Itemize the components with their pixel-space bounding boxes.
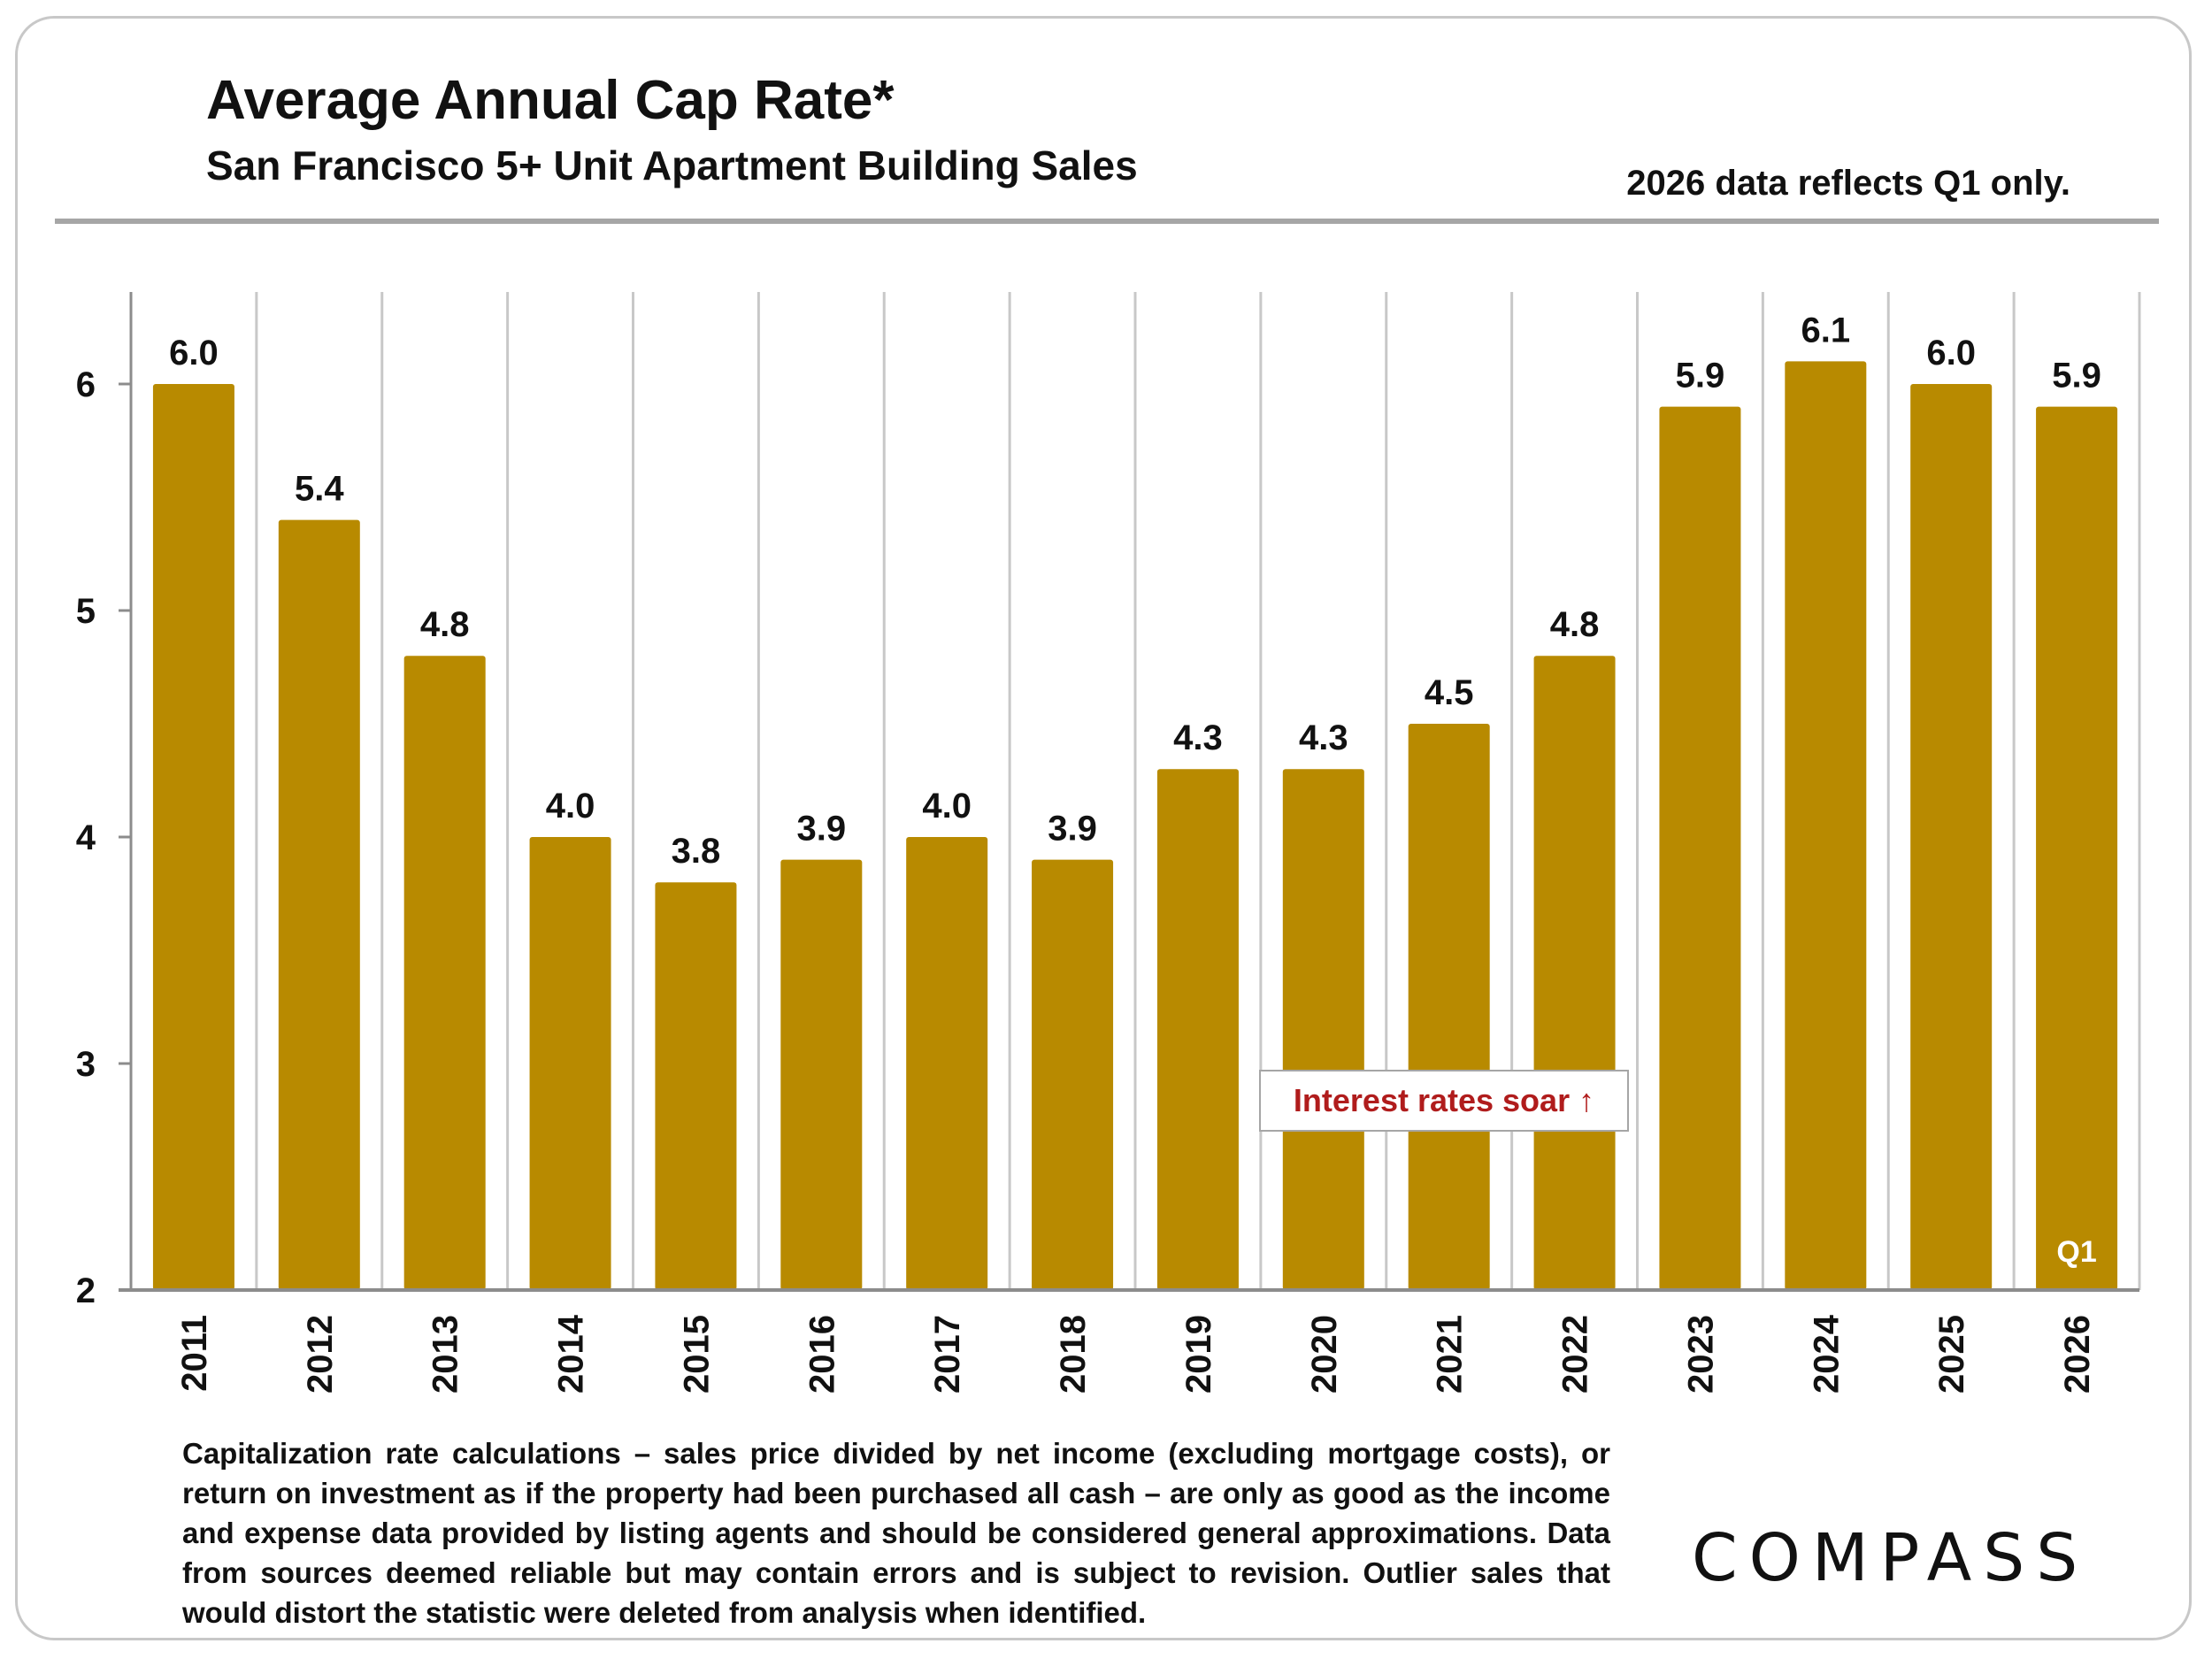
bar-2019 <box>1156 769 1239 1290</box>
bar-2017 <box>906 837 988 1290</box>
data-label-2015: 3.8 <box>672 832 721 871</box>
x-tick-label-2022: 2022 <box>1556 1315 1595 1394</box>
y-tick-label: 3 <box>76 1045 96 1084</box>
q1-bar-label: Q1 <box>2056 1235 2096 1269</box>
data-label-2012: 5.4 <box>295 470 344 509</box>
x-tick-label-2018: 2018 <box>1054 1315 1093 1394</box>
bar-2025 <box>1910 384 1993 1290</box>
bar-2016 <box>780 859 863 1290</box>
bar-2021 <box>1408 724 1490 1290</box>
compass-logo: COMPASS <box>1692 1520 2090 1596</box>
bar-2020 <box>1282 769 1364 1290</box>
data-label-2025: 6.0 <box>1926 334 1976 373</box>
x-tick-label-2012: 2012 <box>301 1315 340 1394</box>
data-label-2013: 4.8 <box>420 605 470 644</box>
bar-2018 <box>1032 859 1114 1290</box>
data-label-2022: 4.8 <box>1550 605 1600 644</box>
bar-2011 <box>152 384 234 1290</box>
data-label-2017: 4.0 <box>922 787 972 826</box>
y-tick-label: 4 <box>76 818 96 857</box>
data-note: 2026 data reflects Q1 only. <box>1626 164 2070 203</box>
data-label-2018: 3.9 <box>1048 810 1097 849</box>
methodology-footnote: Capitalization rate calculations – sales… <box>182 1437 1610 1629</box>
bar-2024 <box>1785 361 1867 1290</box>
data-label-2011: 6.0 <box>169 334 219 373</box>
data-label-2026: 5.9 <box>2052 357 2101 396</box>
data-label-2024: 6.1 <box>1801 311 1851 349</box>
title-divider <box>55 219 2159 224</box>
x-tick-label-2015: 2015 <box>677 1315 716 1394</box>
x-tick-label-2017: 2017 <box>928 1315 967 1394</box>
bar-2022 <box>1533 656 1616 1290</box>
bar-2014 <box>529 837 611 1290</box>
x-tick-label-2023: 2023 <box>1681 1315 1720 1394</box>
x-tick-label-2024: 2024 <box>1807 1314 1846 1394</box>
x-tick-label-2020: 2020 <box>1305 1315 1344 1394</box>
bar-2013 <box>403 656 486 1290</box>
interest-rates-annotation: Interest rates soar ↑ <box>1259 1070 1629 1132</box>
y-tick-label: 2 <box>76 1271 96 1310</box>
x-tick-label-2021: 2021 <box>1431 1315 1470 1394</box>
data-label-2020: 4.3 <box>1299 718 1348 757</box>
x-tick-label-2011: 2011 <box>175 1315 214 1392</box>
bar-2026 <box>2036 406 2118 1291</box>
annotation-text: Interest rates soar <box>1293 1082 1571 1118</box>
x-tick-label-2014: 2014 <box>552 1314 591 1394</box>
data-label-2016: 3.9 <box>797 810 847 849</box>
data-label-2021: 4.5 <box>1425 673 1474 712</box>
bar-2012 <box>278 519 360 1290</box>
x-tick-label-2025: 2025 <box>1932 1315 1971 1394</box>
x-tick-label-2019: 2019 <box>1179 1315 1218 1394</box>
up-arrow-icon: ↑ <box>1578 1082 1595 1118</box>
bar-2015 <box>655 882 737 1290</box>
data-label-2019: 4.3 <box>1173 718 1223 757</box>
y-tick-label: 6 <box>76 365 96 404</box>
bar-2023 <box>1659 406 1741 1291</box>
x-tick-label-2013: 2013 <box>426 1315 465 1394</box>
data-label-2014: 4.0 <box>546 787 595 826</box>
y-tick-label: 5 <box>76 592 96 631</box>
chart-title: Average Annual Cap Rate* <box>206 70 895 131</box>
chart-subtitle: San Francisco 5+ Unit Apartment Building… <box>206 142 1138 188</box>
data-label-2023: 5.9 <box>1676 357 1725 396</box>
x-tick-label-2016: 2016 <box>803 1315 841 1394</box>
x-tick-label-2026: 2026 <box>2058 1315 2097 1394</box>
